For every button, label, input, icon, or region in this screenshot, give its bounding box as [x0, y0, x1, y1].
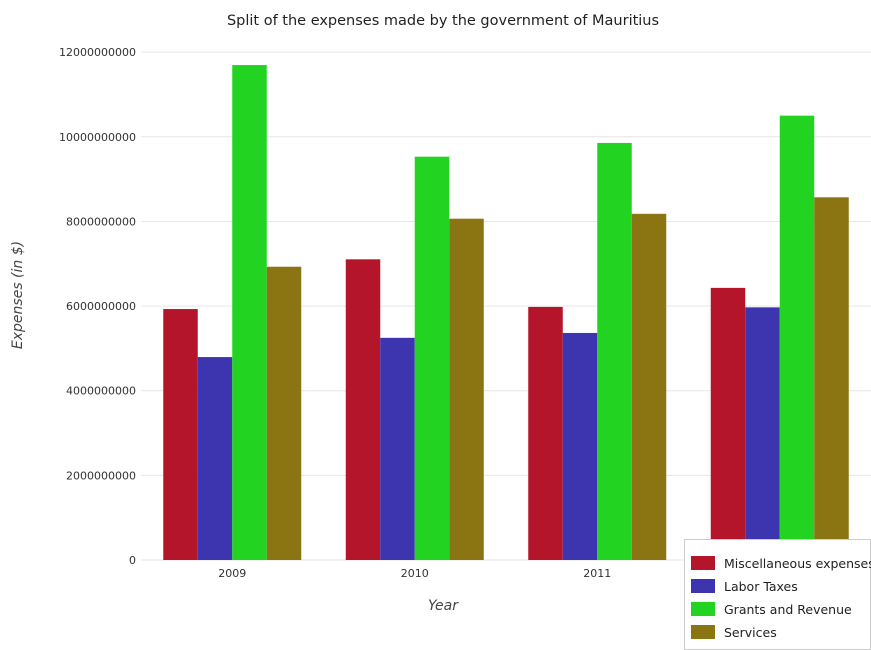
bar	[345, 259, 381, 560]
bar	[631, 213, 667, 561]
bar	[745, 307, 780, 560]
legend-label: Services	[724, 625, 777, 640]
y-tick-label: 8000000000	[66, 215, 136, 228]
x-axis-label: Year	[428, 598, 459, 614]
bar	[710, 287, 746, 560]
bars	[163, 65, 849, 561]
chart-title: Split of the expenses made by the govern…	[227, 13, 659, 29]
bar	[380, 337, 415, 560]
y-tick-label: 10000000000	[59, 131, 136, 144]
legend-swatch	[691, 602, 715, 616]
bar	[197, 357, 233, 560]
bar	[163, 309, 198, 560]
bar	[597, 142, 632, 560]
y-tick-label: 6000000000	[66, 300, 136, 313]
legend-swatch	[691, 579, 715, 593]
bar	[414, 156, 450, 560]
bar	[562, 332, 598, 560]
legend-swatch	[691, 556, 715, 570]
legend-label: Miscellaneous expenses	[724, 556, 871, 571]
y-tick-label: 2000000000	[66, 469, 136, 482]
y-tick-label: 4000000000	[66, 385, 136, 398]
y-tick-label: 0	[129, 554, 136, 567]
y-ticks: 0 2000000000 4000000000 6000000000 800000000…	[59, 46, 136, 567]
bar	[528, 306, 563, 560]
x-tick-label: 2010	[401, 567, 429, 580]
y-tick-label: 12000000000	[59, 46, 136, 59]
y-axis-label: Expenses (in $)	[10, 241, 26, 349]
x-tick-label: 2011	[583, 567, 611, 580]
legend-label: Labor Taxes	[724, 579, 798, 594]
legend: Miscellaneous expenses Labor Taxes Grants …	[684, 539, 871, 650]
x-tick-label: 2009	[218, 567, 246, 580]
bar	[232, 65, 267, 560]
legend-label: Grants and Revenue	[724, 602, 852, 617]
bar	[266, 266, 302, 560]
legend-swatch	[691, 625, 715, 639]
bar	[814, 197, 849, 560]
bar	[779, 115, 815, 560]
bar	[449, 218, 484, 560]
